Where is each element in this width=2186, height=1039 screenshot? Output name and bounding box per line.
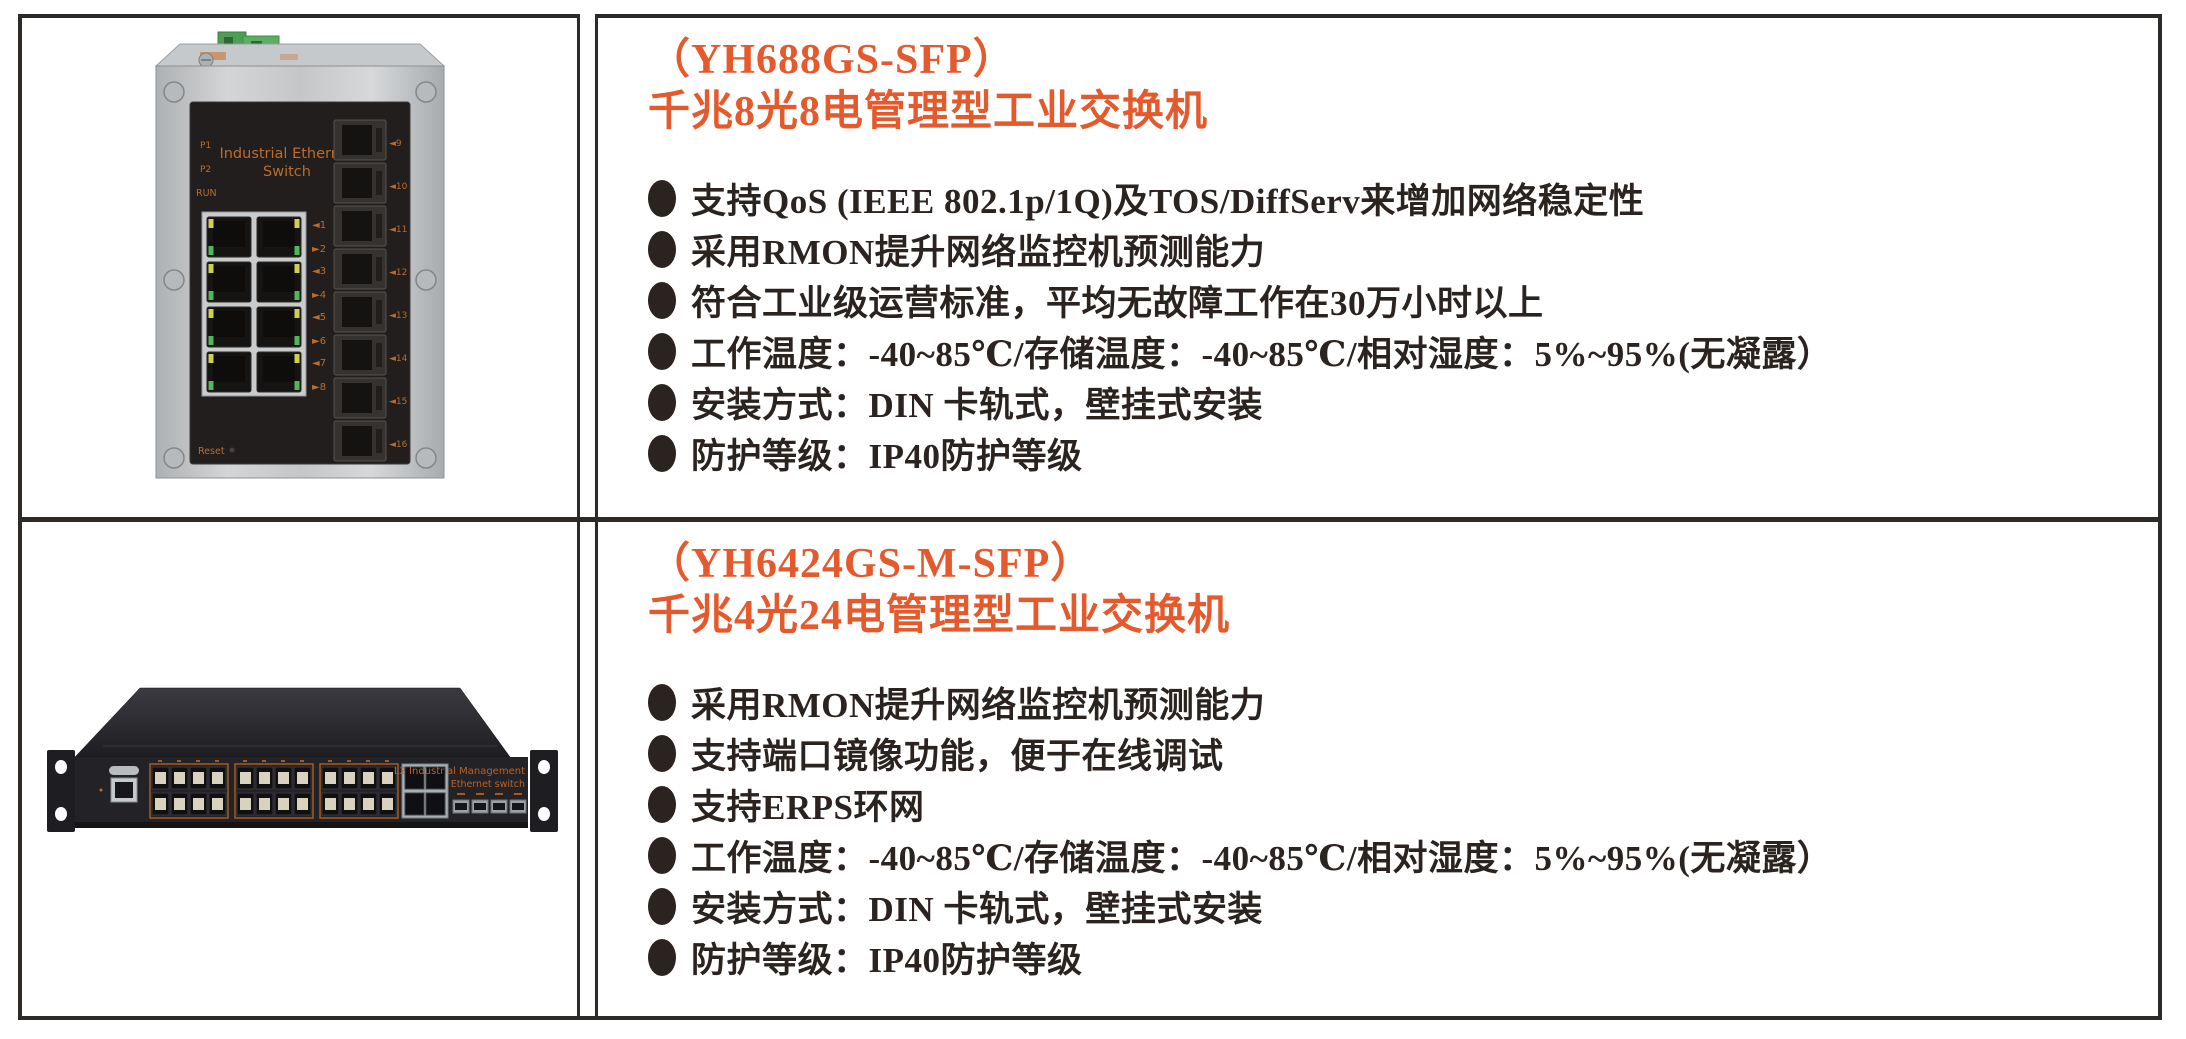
rj45-ports	[206, 216, 302, 393]
feature-text: 安装方式：DIN 卡轨式，壁挂式安装	[691, 889, 1263, 929]
reset-label: Reset	[198, 446, 225, 457]
panel-title-line2: Switch	[263, 164, 311, 180]
rj45-port-block	[201, 211, 307, 397]
bullet-icon	[648, 887, 676, 925]
feature-item: 防护等级：IP40防护等级	[648, 434, 2128, 476]
run-label: RUN	[196, 188, 217, 199]
feature-item: 采用RMON提升网络监控机预测能力	[648, 683, 2128, 725]
product2-info-cell: （YH6424GS-M-SFP） 千兆4光24电管理型工业交换机 采用RMON提…	[598, 522, 2158, 1016]
feature-text: 工作温度：-40~85℃/存储温度：-40~85℃/相对湿度：5%~95%(无凝…	[691, 838, 1833, 878]
product-model: （YH688GS-SFP）	[648, 37, 1016, 83]
row-divider	[18, 517, 2162, 522]
table-border-top-right	[598, 14, 2162, 18]
combo-rj45-ports	[401, 763, 449, 819]
port-label-8: ►8	[312, 382, 326, 393]
panel-text-line1: L2 Industrial Management	[394, 766, 525, 777]
bullet-icon	[648, 938, 676, 976]
feature-list: 采用RMON提升网络监控机预测能力 支持端口镜像功能，便于在线调试 支持ERPS…	[648, 683, 2128, 980]
feature-item: 工作温度：-40~85℃/存储温度：-40~85℃/相对湿度：5%~95%(无凝…	[648, 836, 2128, 878]
product-name: 千兆8光8电管理型工业交换机	[648, 89, 1209, 135]
chassis-screws	[163, 81, 437, 469]
product1-image-cell: P1 P2 RUN Industrial Ethernet Switch Res…	[22, 18, 577, 517]
product2-photo-rackmount-switch: L2 Industrial Management Ethernet switch	[47, 687, 558, 832]
feature-text: 符合工业级运营标准，平均无故障工作在30万小时以上	[691, 283, 1544, 323]
product2-image-cell: L2 Industrial Management Ethernet switch	[22, 522, 577, 1016]
rack-ear-right	[530, 750, 558, 832]
feature-text: 防护等级：IP40防护等级	[691, 436, 1083, 476]
port-label-2: ►2	[312, 244, 326, 255]
console-port	[99, 766, 139, 803]
feature-item: 支持QoS (IEEE 802.1p/1Q)及TOS/DiffServ来增加网络…	[648, 179, 2128, 221]
bullet-icon	[648, 179, 676, 217]
panel-labels: P1 P2 RUN Industrial Ethernet Switch Res…	[196, 141, 355, 457]
port-label-4: ►4	[312, 290, 326, 301]
bullet-icon	[648, 281, 676, 319]
port-label-7: ◄7	[312, 358, 326, 369]
feature-text: 支持QoS (IEEE 802.1p/1Q)及TOS/DiffServ来增加网络…	[691, 181, 1645, 221]
product-model: （YH6424GS-M-SFP）	[648, 541, 1094, 587]
bullet-icon	[648, 785, 676, 823]
port-label-12: ◄12	[389, 268, 407, 278]
feature-item: 支持端口镜像功能，便于在线调试	[648, 734, 2128, 776]
product-table: P1 P2 RUN Industrial Ethernet Switch Res…	[18, 14, 2162, 1020]
bullet-icon	[648, 434, 676, 472]
port-label-5: ◄5	[312, 312, 326, 323]
product-title: （YH688GS-SFP） 千兆8光8电管理型工业交换机	[648, 34, 2128, 138]
p2-label: P2	[200, 165, 211, 175]
port-label-9: ◄9	[389, 139, 402, 149]
port-label-6: ►6	[312, 336, 326, 347]
rj45-group-3	[319, 760, 399, 819]
port-label-10: ◄10	[389, 182, 408, 192]
feature-text: 工作温度：-40~85℃/存储温度：-40~85℃/相对湿度：5%~95%(无凝…	[691, 334, 1833, 374]
product1-photo-din-rail-switch: P1 P2 RUN Industrial Ethernet Switch Res…	[154, 31, 446, 479]
table-border-top-left	[18, 14, 577, 18]
feature-list: 支持QoS (IEEE 802.1p/1Q)及TOS/DiffServ来增加网络…	[648, 179, 2128, 476]
bullet-icon	[648, 683, 676, 721]
product-name: 千兆4光24电管理型工业交换机	[648, 593, 1231, 639]
feature-item: 符合工业级运营标准，平均无故障工作在30万小时以上	[648, 281, 2128, 323]
panel-title-line1: Industrial Ethernet	[219, 146, 354, 162]
feature-item: 工作温度：-40~85℃/存储温度：-40~85℃/相对湿度：5%~95%(无凝…	[648, 332, 2128, 374]
sfp-slot-row	[452, 793, 527, 814]
rj45-port-numbers: ◄1 ►2 ◄3 ►4 ◄5 ►6 ◄7 ►8	[312, 220, 326, 393]
feature-text: 采用RMON提升网络监控机预测能力	[691, 232, 1266, 272]
bullet-icon	[648, 734, 676, 772]
sfp-slot-column	[333, 119, 387, 462]
feature-item: 安装方式：DIN 卡轨式，壁挂式安装	[648, 887, 2128, 929]
port-label-16: ◄16	[389, 440, 408, 450]
sfp-port-numbers: ◄9 ◄10 ◄11 ◄12 ◄13 ◄14 ◄15 ◄16	[389, 139, 408, 450]
port-label-15: ◄15	[389, 397, 407, 407]
product-title: （YH6424GS-M-SFP） 千兆4光24电管理型工业交换机	[648, 538, 2128, 642]
feature-item: 防护等级：IP40防护等级	[648, 938, 2128, 980]
rack-ear-left	[47, 750, 75, 832]
product1-info-cell: （YH688GS-SFP） 千兆8光8电管理型工业交换机 支持QoS (IEEE…	[598, 18, 2158, 517]
feature-text: 采用RMON提升网络监控机预测能力	[691, 685, 1266, 725]
port-label-3: ◄3	[312, 266, 326, 277]
port-label-1: ◄1	[312, 220, 326, 231]
bullet-icon	[648, 836, 676, 874]
feature-item: 采用RMON提升网络监控机预测能力	[648, 230, 2128, 272]
port-label-11: ◄11	[389, 225, 407, 235]
chassis-top	[74, 687, 511, 758]
feature-text: 防护等级：IP40防护等级	[691, 940, 1083, 980]
port-label-14: ◄14	[389, 354, 408, 364]
port-label-13: ◄13	[389, 311, 407, 321]
bullet-icon	[648, 383, 676, 421]
bullet-icon	[648, 332, 676, 370]
feature-text: 支持端口镜像功能，便于在线调试	[691, 736, 1224, 776]
panel-text-line2: Ethernet switch	[451, 779, 525, 790]
table-border-bottom	[18, 1016, 2162, 1020]
feature-text: 安装方式：DIN 卡轨式，壁挂式安装	[691, 385, 1263, 425]
feature-item: 安装方式：DIN 卡轨式，壁挂式安装	[648, 383, 2128, 425]
bullet-icon	[648, 230, 676, 268]
feature-item: 支持ERPS环网	[648, 785, 2128, 827]
feature-text: 支持ERPS环网	[691, 787, 925, 827]
rj45-group-2	[234, 760, 314, 819]
reset-hole	[229, 447, 235, 453]
chassis-top-face	[154, 43, 446, 68]
rj45-group-1	[149, 760, 229, 819]
p1-label: P1	[200, 141, 211, 151]
panel-brand-text: L2 Industrial Management Ethernet switch	[394, 766, 525, 790]
